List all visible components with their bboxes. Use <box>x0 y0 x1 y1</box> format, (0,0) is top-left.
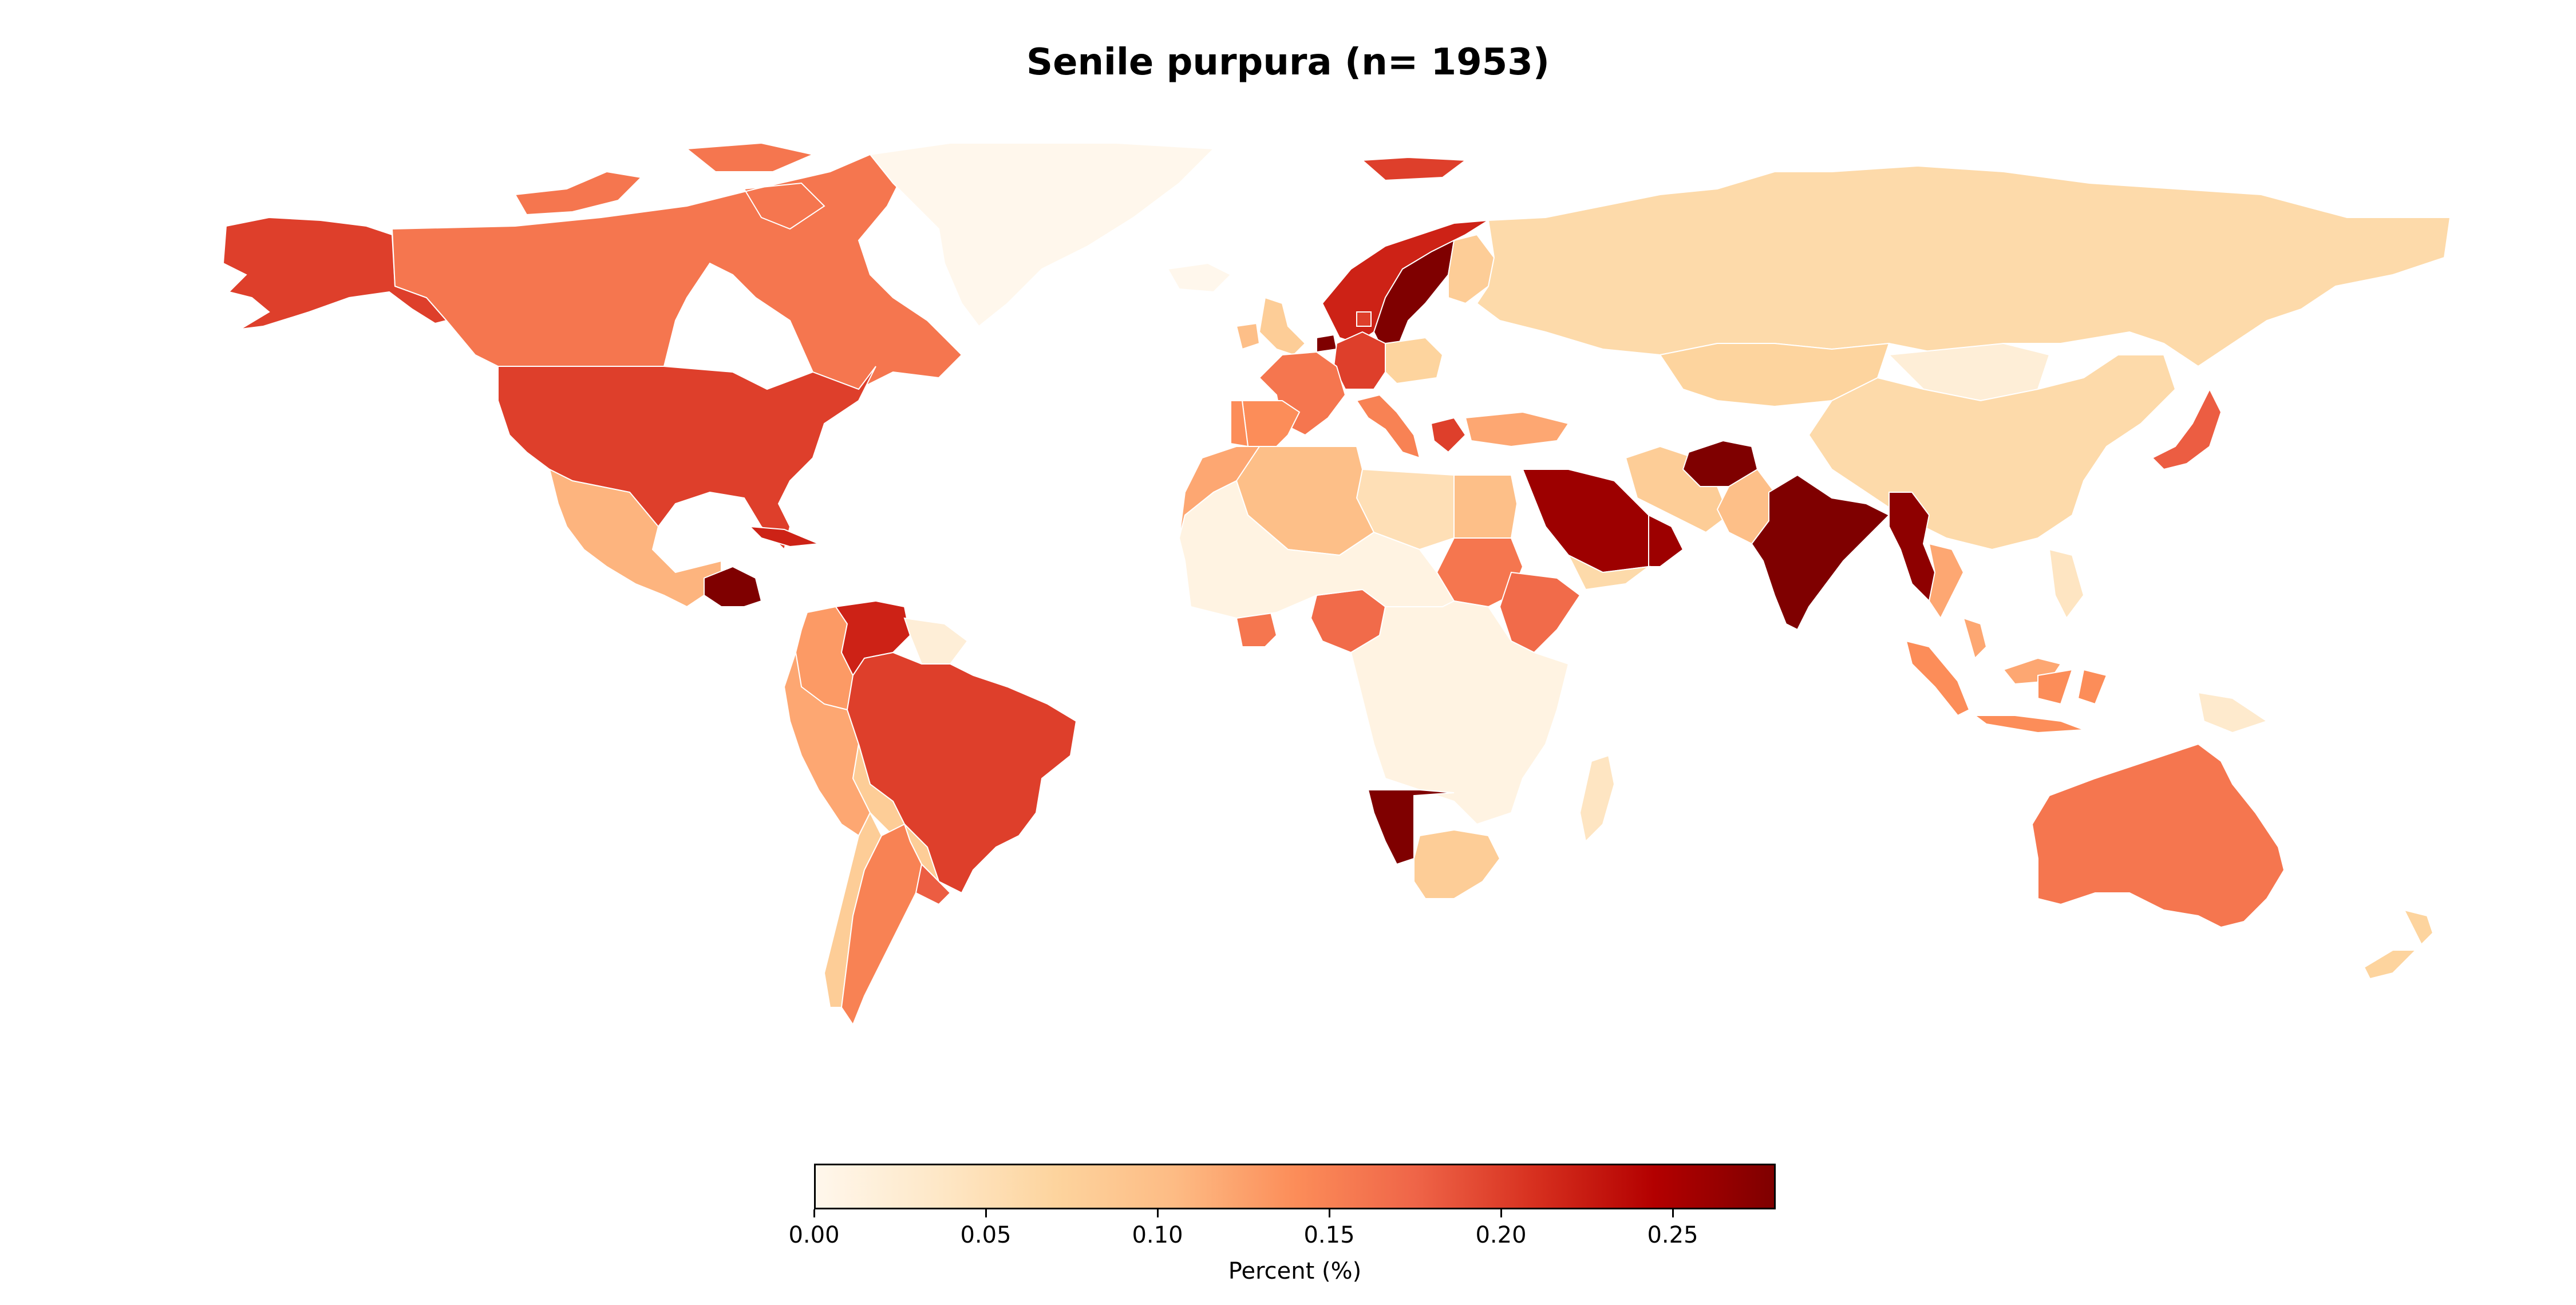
country-india: India: 0.28 <box>1751 474 1890 631</box>
country-netherlands: Netherlands: 0.28 <box>1316 334 1338 353</box>
country-oman: Oman: 0.26 <box>1648 514 1684 567</box>
country-australia: Australia: 0.16 <box>2031 743 2285 928</box>
country-denmark: Denmark: 0.2 <box>1356 311 1372 327</box>
country-svalbard: Svalbard: 0.2 <box>1361 156 1467 181</box>
country-alaska-united-states: Alaska (United States): 0.2 <box>222 216 448 330</box>
country-spain: Spain: 0.14 <box>1241 400 1301 453</box>
country-yemen: Yemen: 0.06 <box>1567 553 1651 591</box>
country-greece: Greece: 0.2 <box>1430 417 1467 453</box>
country-central-africa: Central Africa: 0.01 <box>1350 600 1570 825</box>
colorbar-label: Percent (%) <box>1228 1258 1362 1284</box>
country-argentina: Argentina: 0.15 <box>840 823 923 1026</box>
country-guatemala-honduras: Guatemala / Honduras: 0.28 <box>704 566 762 607</box>
country-russia: Russia: 0.06 <box>1476 165 2451 367</box>
country-poland: Poland: 0.07 <box>1385 337 1444 385</box>
country-greenland: Greenland: 0 <box>869 143 1215 327</box>
country-ethiopia: Ethiopia: 0.17 <box>1499 571 1581 654</box>
country-united-kingdom: United Kingdom: 0.08 <box>1258 296 1306 356</box>
country-ireland: Ireland: 0.1 <box>1235 322 1261 350</box>
country-south-africa: South Africa: 0.08 <box>1413 829 1501 899</box>
country-united-states: United States: 0.2 <box>497 366 876 551</box>
country-finland: Finland: 0.08 <box>1448 234 1495 304</box>
country-philippines: Philippines: 0.04 <box>2048 548 2085 619</box>
country-japan: Japan: 0.18 <box>2151 387 2222 470</box>
country-indonesia: Indonesia: 0.14 <box>1905 640 2108 734</box>
country-uruguay: Uruguay: 0.18 <box>915 863 951 905</box>
country-iceland: Iceland: 0 <box>1167 262 1232 293</box>
colorbar <box>814 1164 1776 1209</box>
country-egypt: Egypt: 0.1 <box>1453 474 1518 539</box>
country-guyana-suriname: Guyana / Suriname: 0.02 <box>903 617 969 665</box>
country-canada: Canada: 0.16 <box>391 142 963 390</box>
country-turkey: Turkey: 0.12 <box>1464 411 1570 448</box>
country-layer: Alaska (United States): 0.2Canada: 0.16G… <box>222 142 2451 1026</box>
country-papua-new-guinea: Papua New Guinea: 0.03 <box>2197 691 2269 734</box>
country-cuba: Cuba: 0.22 <box>748 525 819 548</box>
country-madagascar: Madagascar: 0.04 <box>1579 754 1615 843</box>
country-italy: Italy: 0.15 <box>1356 394 1421 459</box>
map-title: Senile purpura (n= 1953) <box>1026 41 1550 84</box>
country-thailand: Thailand: 0.12 <box>1928 543 1965 619</box>
country-new-zealand: New Zealand: 0.07 <box>2363 909 2434 980</box>
